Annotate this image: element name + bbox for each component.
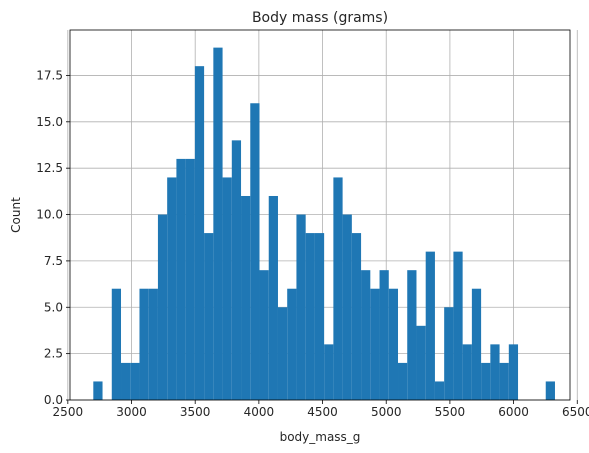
histogram-bar [204,233,214,400]
y-axis-ticks: 0.0 2.5 5.0 7.5 10.0 12.5 15.0 17.5 [36,68,70,407]
x-tick-label: 5500 [435,405,466,419]
histogram-bar [93,381,103,400]
histogram-bar [508,344,519,400]
histogram-bar [545,381,555,400]
x-tick-label: 4500 [307,405,338,419]
y-axis-label: Count [9,197,23,233]
y-tick-label: 2.5 [44,347,63,361]
histogram-bar [277,307,288,400]
histogram-bar [148,288,158,400]
histogram-bar [305,233,315,400]
bars [93,47,555,401]
histogram-bar [490,344,500,400]
histogram-bar [130,362,140,400]
y-tick-label: 10.0 [36,208,63,222]
axes-frame [69,29,571,401]
x-tick-label: 3500 [180,405,211,419]
histogram-bar [194,66,205,401]
histogram-bar [333,177,343,400]
histogram-bar [481,362,491,400]
histogram-bar [444,307,454,400]
histogram-bar [241,195,251,400]
histogram-bar [407,270,417,400]
histogram-bar [176,158,186,400]
histogram-bar [222,177,232,400]
histogram-bar [398,362,408,400]
axes-border [69,29,571,401]
x-axis-ticks: 2500 3000 3500 4000 4500 5000 5500 6000 6500 [53,400,589,419]
y-tick-label: 17.5 [36,68,63,82]
histogram-bar [185,158,195,400]
chart-title: Body mass (grams) [252,10,388,26]
histogram-bar [388,288,399,400]
histogram-bar [139,288,149,400]
x-axis-label: body_mass_g [280,430,361,444]
histogram-bar [121,362,131,400]
histogram-bar [259,270,269,400]
histogram-bar [361,270,371,400]
histogram-bar [370,288,380,400]
histogram-bar [324,344,334,400]
y-tick-label: 5.0 [44,300,63,314]
histogram-bar [342,214,352,400]
x-tick-label: 2500 [53,405,84,419]
histogram-bar [250,103,260,400]
histogram-bar [434,381,445,400]
histogram-bar [213,47,223,400]
histogram-bar [314,233,325,400]
histogram-bar [416,325,426,400]
x-tick-label: 3000 [116,405,147,419]
y-tick-label: 0.0 [44,393,63,407]
histogram-bar [287,288,297,400]
y-tick-label: 15.0 [36,115,63,129]
histogram-bar [351,233,362,400]
histogram-bar [167,177,177,400]
histogram-bar [453,251,463,400]
histogram-bar [296,214,306,400]
histogram-bar [499,362,509,400]
x-tick-label: 6000 [498,405,529,419]
histogram-bar [462,344,472,400]
y-tick-label: 7.5 [44,254,63,268]
x-tick-label: 6500 [562,405,589,419]
histogram-bar [157,214,168,400]
histogram-bar [379,270,389,400]
x-tick-label: 4000 [244,405,275,419]
histogram-bar [471,288,482,400]
histogram-bar [268,195,278,400]
y-tick-label: 12.5 [36,161,63,175]
histogram-bar [231,140,242,400]
histogram-bar [111,288,122,400]
x-tick-label: 5000 [371,405,402,419]
histogram-bar [425,251,435,400]
